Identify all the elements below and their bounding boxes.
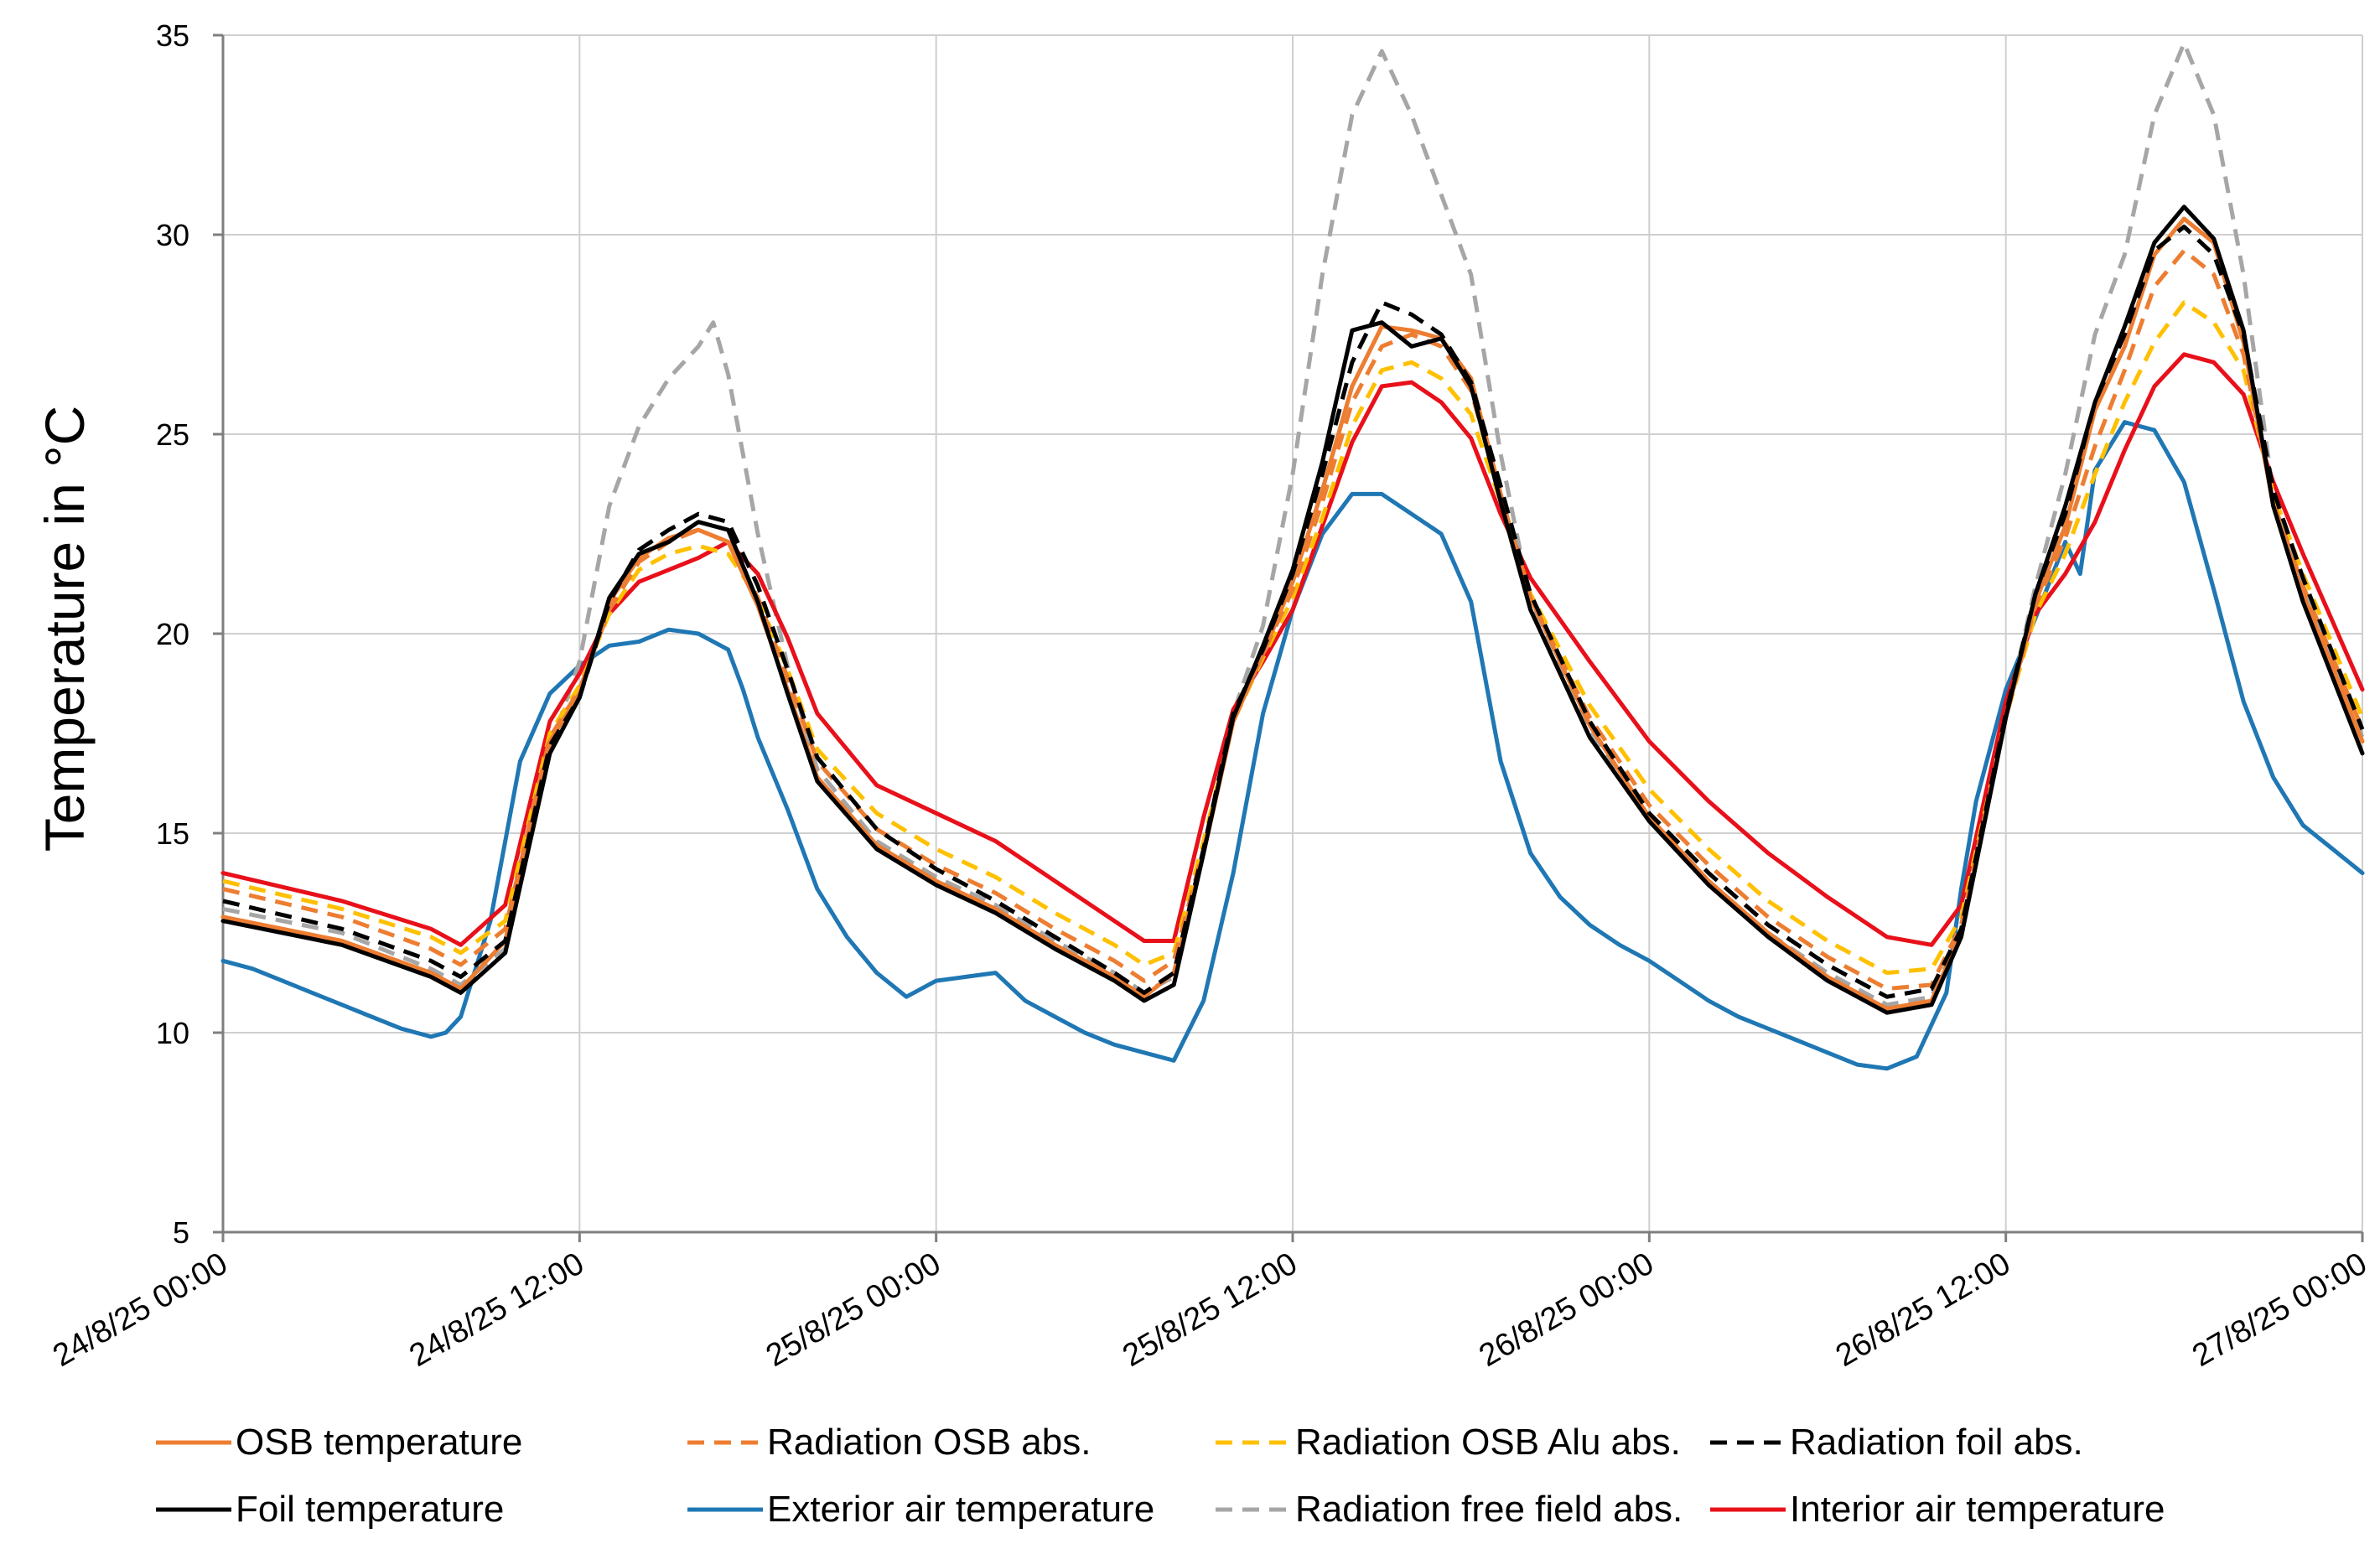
series-line-foil-temperature	[220, 205, 2365, 1015]
axes	[213, 34, 2364, 1242]
x-tick-label: 25/8/25 12:00	[1117, 1246, 1303, 1374]
y-tick-label: 20	[156, 617, 189, 651]
legend-label-foil-temperature: Foil temperature	[236, 1489, 504, 1530]
series-line-osb-temperature	[220, 216, 2365, 1011]
y-tick-label: 25	[156, 417, 189, 452]
y-tick-label: 35	[156, 18, 189, 53]
legend-label-osb-temperature: OSB temperature	[236, 1422, 522, 1463]
x-tick-label: 24/8/25 00:00	[47, 1246, 233, 1374]
x-tick-label: 26/8/25 12:00	[1830, 1246, 2016, 1374]
y-axis-label: Temperature in °C	[34, 406, 96, 852]
legend-label-radiation-free-field-abs: Radiation free field abs.	[1295, 1489, 1683, 1530]
series-line-interior-air-temperature	[220, 352, 2365, 947]
y-tick-label: 15	[156, 816, 189, 851]
x-tick-label: 25/8/25 00:00	[760, 1246, 946, 1374]
x-tick-labels: 24/8/25 00:00 24/8/25 12:00 25/8/25 00:00 2…	[47, 1246, 2372, 1374]
series-lines	[220, 41, 2365, 1071]
x-tick-label: 26/8/25 00:00	[1474, 1246, 1660, 1374]
legend-label-radiation-osb-abs: Radiation OSB abs.	[767, 1422, 1091, 1463]
legend-label-interior-air-temperature: Interior air temperature	[1790, 1489, 2165, 1530]
y-tick-labels: 5 10 15 20 25 30 35	[156, 18, 189, 1250]
legend-label-radiation-foil-abs: Radiation foil abs.	[1790, 1422, 2083, 1463]
gridlines	[223, 34, 2363, 1232]
x-tick-label: 27/8/25 00:00	[2186, 1246, 2372, 1374]
series-line-radiation-free-field-abs	[222, 41, 2365, 1008]
series-line-radiation-osb-alu-abs	[222, 300, 2365, 976]
legend-label-radiation-osb-alu-abs: Radiation OSB Alu abs.	[1295, 1422, 1681, 1463]
y-tick-label: 10	[156, 1016, 189, 1050]
legend-label-exterior-air-temperature: Exterior air temperature	[767, 1489, 1154, 1530]
x-tick-label: 24/8/25 12:00	[404, 1246, 590, 1374]
y-tick-label: 5	[173, 1215, 189, 1250]
y-tick-label: 30	[156, 218, 189, 252]
legend: OSB temperature Radiation OSB abs. Radiati…	[156, 1422, 2165, 1530]
